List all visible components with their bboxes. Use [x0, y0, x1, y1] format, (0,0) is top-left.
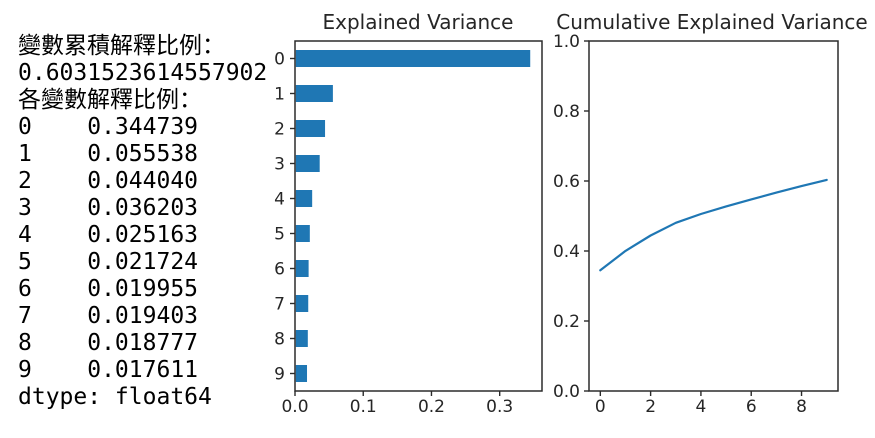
y-tick-label: 0 — [274, 50, 285, 70]
bar-7 — [295, 295, 309, 312]
bar-3 — [295, 155, 320, 172]
bar-chart-title: Explained Variance — [322, 10, 514, 34]
y-tick-label: 1 — [274, 85, 285, 105]
x-tick-label: 2 — [645, 397, 656, 417]
y-tick-label: 1.0 — [553, 32, 580, 52]
console-output: 變數累積解釋比例： 0.6031523614557902 各變數解釋比例： 0 … — [18, 33, 268, 410]
plot-border — [588, 40, 839, 392]
x-tick-label: 6 — [746, 397, 757, 417]
y-tick-label: 0.2 — [553, 312, 580, 332]
x-tick-label: 0.2 — [418, 397, 445, 417]
y-tick-label: 9 — [274, 365, 285, 385]
y-tick-label: 7 — [274, 295, 285, 315]
x-tick-label: 0.0 — [281, 397, 308, 417]
bar-1 — [295, 85, 333, 102]
x-tick-label: 0.3 — [486, 397, 513, 417]
y-tick-label: 5 — [274, 225, 285, 245]
bar-6 — [295, 260, 309, 277]
bar-2 — [295, 120, 326, 137]
bar-4 — [295, 190, 313, 207]
y-tick-label: 4 — [274, 190, 285, 210]
y-tick-label: 3 — [274, 155, 285, 175]
bar-8 — [295, 330, 308, 347]
x-tick-label: 8 — [796, 397, 807, 417]
line-chart-title: Cumulative Explained Variance — [556, 10, 868, 34]
y-tick-label: 6 — [274, 260, 285, 280]
bar-0 — [295, 50, 531, 67]
x-tick-label: 0 — [595, 397, 606, 417]
y-tick-label: 0.0 — [553, 382, 580, 402]
x-tick-label: 4 — [696, 397, 707, 417]
cumulative-variance-line-chart: 0.0 0.2 0.4 0.6 0.8 1.0 0 2 4 6 8 — [553, 32, 839, 417]
plot-border — [294, 40, 543, 392]
y-tick-label: 2 — [274, 120, 285, 140]
x-tick-label: 0.1 — [350, 397, 377, 417]
bar-9 — [295, 365, 308, 382]
y-tick-label: 8 — [274, 330, 285, 350]
y-tick-label: 0.6 — [553, 172, 580, 192]
bar-5 — [295, 225, 310, 242]
explained-variance-bar-chart: 0 1 2 3 4 5 6 7 8 9 0.0 0.1 0.2 0.3 — [274, 40, 543, 417]
cumulative-variance-line — [599, 178, 828, 272]
y-tick-label: 0.8 — [553, 102, 580, 122]
y-tick-label: 0.4 — [553, 242, 580, 262]
